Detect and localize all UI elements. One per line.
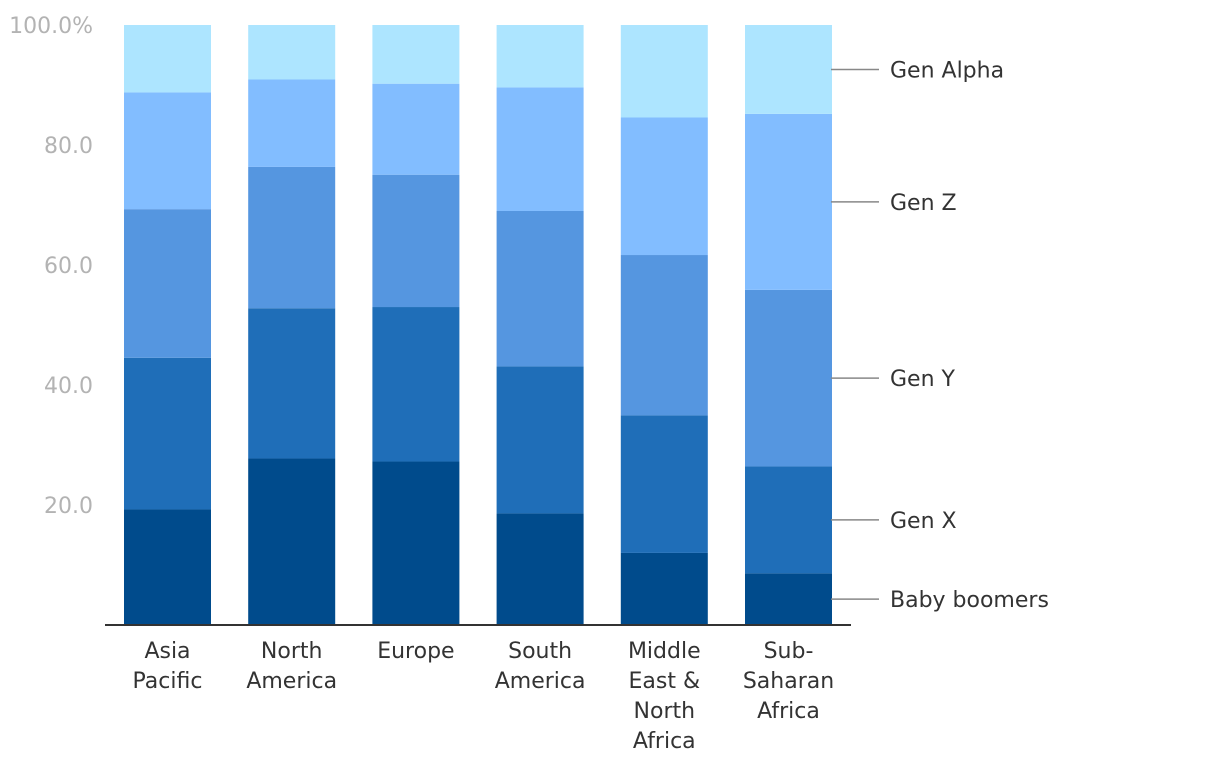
x-category-label: North America: [246, 639, 337, 694]
bar-segment-2-0: [372, 461, 460, 625]
x-category-label-line: Asia: [144, 639, 190, 664]
bar-segment-2-2: [372, 174, 460, 308]
bar-segment-0-3: [124, 92, 211, 210]
x-category-label-line: East &: [628, 669, 700, 694]
bar-segment-3-3: [496, 87, 584, 211]
bar-segment-5-0: [745, 573, 832, 625]
x-category-label-line: North: [634, 699, 696, 724]
bar-segment-4-4: [620, 25, 708, 118]
bar-segment-1-0: [248, 458, 336, 625]
y-tick-label: 80.0: [44, 134, 93, 159]
bar-segment-2-3: [372, 83, 460, 175]
x-category-label-line: North: [261, 639, 323, 664]
x-category-label-line: America: [246, 669, 337, 694]
y-tick-label: 60.0: [44, 254, 93, 279]
bar-segment-1-1: [248, 308, 336, 459]
x-category-label-line: Africa: [633, 729, 696, 754]
legend: Baby boomers Gen X Gen Y Gen Z Gen Alpha: [831, 58, 1049, 613]
x-category-label-line: Saharan: [743, 669, 834, 694]
x-category-label: Sub- Saharan Africa: [743, 639, 834, 724]
bar-segment-4-2: [620, 255, 708, 416]
x-category-label: Middle East & North Africa: [628, 639, 701, 754]
bar-segment-1-3: [248, 79, 336, 167]
bar-segment-4-3: [620, 117, 708, 256]
bar-segment-1-2: [248, 166, 336, 309]
x-category-label: Asia Pacific: [133, 639, 203, 694]
bar-segment-4-1: [620, 415, 708, 553]
x-category-label-line: America: [495, 669, 586, 694]
bar-segment-2-1: [372, 307, 460, 462]
x-category-label-line: Middle: [628, 639, 701, 664]
x-axis-categories: Asia Pacific North America Europe South Americ…: [133, 639, 835, 754]
bar-segment-5-2: [745, 289, 832, 467]
x-category-label-line: Africa: [757, 699, 820, 724]
bar-segment-0-2: [124, 209, 211, 358]
bar-segment-5-1: [745, 466, 832, 574]
x-category-label: Europe: [377, 639, 454, 664]
bar-segment-0-1: [124, 357, 211, 510]
bars-group: [124, 25, 832, 625]
y-tick-label: 40.0: [44, 374, 93, 399]
bar-segment-3-4: [496, 25, 584, 88]
bar-segment-1-4: [248, 25, 336, 80]
y-tick-label: 100.0%: [9, 14, 93, 39]
x-category-label-line: Europe: [377, 639, 454, 664]
x-category-label: South America: [495, 639, 586, 694]
legend-label: Gen X: [890, 509, 957, 534]
legend-label: Gen Z: [890, 191, 957, 216]
x-category-label-line: Sub-: [764, 639, 814, 664]
legend-label: Gen Y: [890, 367, 956, 392]
bar-segment-0-0: [124, 509, 211, 625]
x-category-label-line: Pacific: [133, 669, 203, 694]
bar-segment-5-4: [745, 25, 832, 114]
bar-segment-5-3: [745, 113, 832, 290]
legend-label: Baby boomers: [890, 588, 1049, 613]
y-tick-label: 20.0: [44, 494, 93, 519]
x-category-label-line: South: [508, 639, 572, 664]
bar-segment-2-4: [372, 25, 460, 84]
y-axis-ticks: 20.0 40.0 60.0 80.0 100.0%: [9, 14, 93, 519]
bar-segment-4-0: [620, 552, 708, 625]
bar-segment-3-0: [496, 513, 584, 625]
bar-segment-0-4: [124, 25, 211, 93]
legend-label: Gen Alpha: [890, 58, 1004, 83]
bar-segment-3-2: [496, 211, 584, 367]
bar-segment-3-1: [496, 366, 584, 514]
